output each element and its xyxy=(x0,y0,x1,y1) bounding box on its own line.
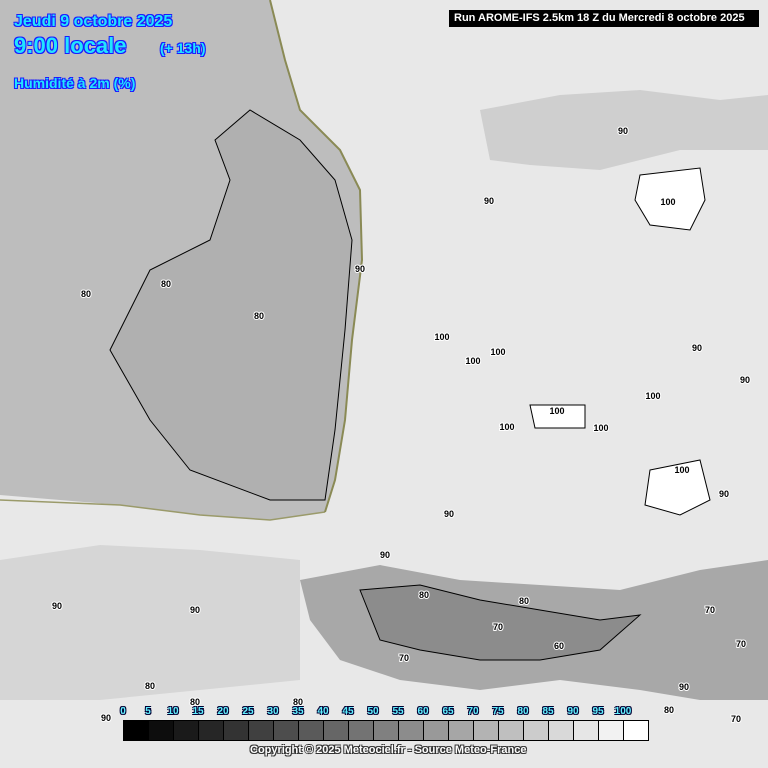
contour-label: 100 xyxy=(593,423,608,433)
contour-label: 100 xyxy=(549,406,564,416)
ocean-80-zone xyxy=(109,109,353,501)
forecast-date: Jeudi 9 octobre 2025 xyxy=(13,13,173,31)
contour-label: 80 xyxy=(81,289,91,299)
run-info-banner: Run AROME-IFS 2.5km 18 Z du Mercredi 8 o… xyxy=(449,10,759,27)
color-scale-legend xyxy=(123,720,649,741)
legend-swatch xyxy=(574,721,599,740)
contour-label: 90 xyxy=(484,196,494,206)
legend-tick-label: 15 xyxy=(192,706,204,717)
contour-label: 90 xyxy=(101,713,111,723)
legend-tick-label: 95 xyxy=(592,706,604,717)
legend-swatch xyxy=(624,721,648,740)
legend-tick-label: 80 xyxy=(517,706,529,717)
contour-label: 80 xyxy=(254,311,264,321)
contour-label: 90 xyxy=(692,343,702,353)
coastline xyxy=(269,0,364,513)
lead-time: (+ 13h) xyxy=(160,40,207,57)
white-100-zone xyxy=(634,167,706,231)
legend-swatch xyxy=(449,721,474,740)
contour-label: 80 xyxy=(419,590,429,600)
legend-swatch xyxy=(274,721,299,740)
legend-swatch xyxy=(199,721,224,740)
contour-label: 90 xyxy=(380,550,390,560)
legend-tick-label: 0 xyxy=(120,706,126,717)
contour-label: 60 xyxy=(554,641,564,651)
contour-label: 90 xyxy=(618,126,628,136)
legend-swatch xyxy=(299,721,324,740)
contour-label: 80 xyxy=(519,596,529,606)
legend-tick-label: 100 xyxy=(614,706,632,717)
contour-label: 80 xyxy=(664,705,674,715)
legend-tick-label: 75 xyxy=(492,706,504,717)
contour-label: 80 xyxy=(161,279,171,289)
contour-label: 100 xyxy=(674,465,689,475)
contour-label: 70 xyxy=(493,622,503,632)
contour-label: 90 xyxy=(190,605,200,615)
forecast-time: 9:00 locale xyxy=(14,33,128,59)
legend-swatch xyxy=(399,721,424,740)
legend-swatch xyxy=(599,721,624,740)
legend-tick-label: 50 xyxy=(367,706,379,717)
copyright: Copyright © 2025 Meteociel.fr - Source M… xyxy=(250,744,527,756)
contour-label: 70 xyxy=(705,605,715,615)
contour-label: 80 xyxy=(145,681,155,691)
legend-swatch xyxy=(499,721,524,740)
contour-label: 100 xyxy=(490,347,505,357)
legend-swatch xyxy=(349,721,374,740)
contour-label: 70 xyxy=(731,714,741,724)
legend-tick-label: 90 xyxy=(567,706,579,717)
legend-swatch xyxy=(224,721,249,740)
legend-tick-label: 10 xyxy=(167,706,179,717)
legend-swatch xyxy=(474,721,499,740)
legend-swatch xyxy=(149,721,174,740)
legend-tick-label: 65 xyxy=(442,706,454,717)
legend-swatch xyxy=(124,721,149,740)
contour-label: 80 xyxy=(293,697,303,707)
contour-label: 90 xyxy=(740,375,750,385)
legend-swatch xyxy=(524,721,549,740)
legend-tick-label: 85 xyxy=(542,706,554,717)
contour-label: 100 xyxy=(465,356,480,366)
legend-tick-label: 35 xyxy=(292,706,304,717)
legend-swatch xyxy=(324,721,349,740)
legend-tick-label: 30 xyxy=(267,706,279,717)
legend-tick-label: 5 xyxy=(145,706,151,717)
contour-label: 90 xyxy=(444,509,454,519)
legend-tick-label: 40 xyxy=(317,706,329,717)
contour-label: 100 xyxy=(434,332,449,342)
contour-label: 70 xyxy=(736,639,746,649)
legend-tick-label: 60 xyxy=(417,706,429,717)
legend-tick-label: 20 xyxy=(217,706,229,717)
contour-label: 90 xyxy=(52,601,62,611)
contour-label: 90 xyxy=(719,489,729,499)
legend-swatch xyxy=(374,721,399,740)
contour-label: 90 xyxy=(355,264,365,274)
legend-swatch xyxy=(424,721,449,740)
contour-label: 100 xyxy=(660,197,675,207)
legend-tick-label: 25 xyxy=(242,706,254,717)
northeast-humid-zone xyxy=(480,90,768,170)
parameter-title: Humidité à 2m (%) xyxy=(13,75,136,92)
legend-tick-label: 55 xyxy=(392,706,404,717)
contour-label: 70 xyxy=(399,653,409,663)
contour-label: 100 xyxy=(645,391,660,401)
legend-tick-label: 70 xyxy=(467,706,479,717)
legend-swatch xyxy=(174,721,199,740)
legend-tick-label: 45 xyxy=(342,706,354,717)
legend-swatch xyxy=(249,721,274,740)
contour-label: 100 xyxy=(499,422,514,432)
contour-label: 80 xyxy=(190,697,200,707)
contour-label: 90 xyxy=(679,682,689,692)
legend-swatch xyxy=(549,721,574,740)
